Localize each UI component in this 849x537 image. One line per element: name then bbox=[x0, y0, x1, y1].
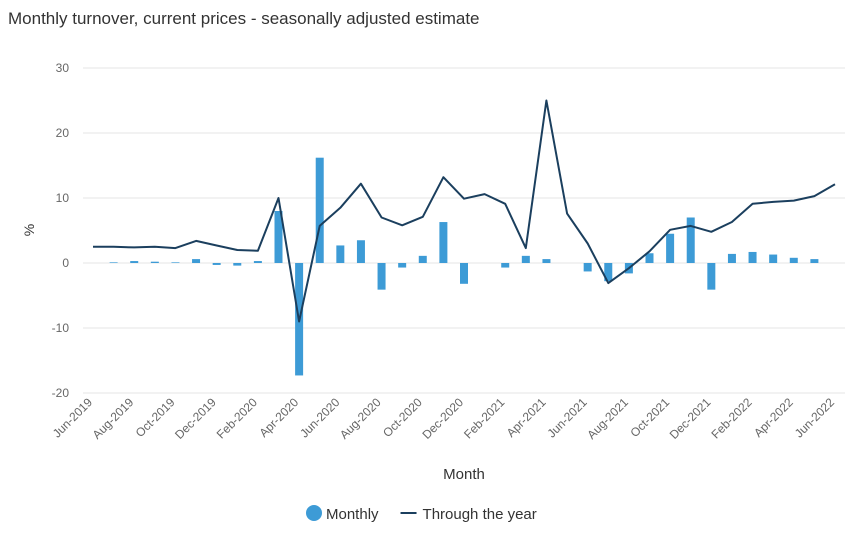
x-tick-label: Oct-2019 bbox=[133, 395, 178, 440]
x-tick-label: Aug-2020 bbox=[337, 395, 384, 442]
y-tick-label: -10 bbox=[52, 321, 70, 335]
y-tick-label: 0 bbox=[62, 256, 69, 270]
y-tick-label: 20 bbox=[56, 126, 70, 140]
bar bbox=[707, 263, 716, 290]
x-tick-label: Jun-2021 bbox=[545, 395, 591, 441]
x-tick-label: Apr-2021 bbox=[504, 395, 549, 440]
x-tick-label: Dec-2019 bbox=[172, 395, 219, 442]
bar bbox=[212, 263, 221, 265]
bar bbox=[109, 262, 118, 263]
x-tick-label: Oct-2020 bbox=[380, 395, 425, 440]
bar bbox=[789, 257, 798, 263]
bar bbox=[418, 255, 427, 263]
x-tick-label: Feb-2020 bbox=[214, 395, 260, 441]
bar bbox=[336, 245, 345, 263]
y-axis-label: % bbox=[21, 224, 37, 236]
x-tick-label: Dec-2021 bbox=[667, 395, 714, 442]
bar bbox=[748, 251, 757, 263]
x-tick-label: Apr-2022 bbox=[751, 395, 796, 440]
y-tick-label: 10 bbox=[56, 191, 70, 205]
bar bbox=[274, 211, 283, 263]
x-tick-label: Aug-2021 bbox=[584, 395, 631, 442]
bar bbox=[521, 255, 530, 263]
x-tick-label: Apr-2020 bbox=[256, 395, 301, 440]
bar bbox=[171, 262, 180, 263]
y-tick-label: 30 bbox=[56, 61, 70, 75]
x-tick-label: Feb-2021 bbox=[461, 395, 507, 441]
bar bbox=[542, 259, 551, 263]
bar bbox=[604, 263, 613, 282]
x-tick-label: Jun-2019 bbox=[50, 395, 96, 441]
bar bbox=[501, 263, 510, 268]
bar bbox=[769, 254, 778, 263]
bar bbox=[686, 217, 695, 263]
x-tick-label: Aug-2019 bbox=[90, 395, 137, 442]
line bbox=[93, 99, 836, 323]
bar bbox=[645, 253, 654, 263]
bar bbox=[810, 259, 819, 263]
bar bbox=[377, 263, 386, 290]
bar bbox=[439, 222, 448, 263]
bar bbox=[315, 157, 324, 263]
bar bbox=[398, 263, 407, 268]
x-tick-label: Feb-2022 bbox=[708, 395, 754, 441]
bar bbox=[253, 261, 262, 263]
x-tick-label: Oct-2021 bbox=[627, 395, 672, 440]
x-tick-label: Dec-2020 bbox=[419, 395, 466, 442]
bar bbox=[583, 263, 592, 272]
x-tick-label: Jun-2022 bbox=[792, 395, 838, 441]
chart-title: Monthly turnover, current prices - seaso… bbox=[8, 9, 480, 28]
legend-marker bbox=[306, 505, 322, 521]
bar bbox=[356, 240, 365, 263]
x-tick-label: Jun-2020 bbox=[297, 395, 343, 441]
x-axis-label: Month bbox=[443, 466, 485, 483]
bar bbox=[192, 259, 201, 263]
bar bbox=[727, 253, 736, 263]
legend-label: Monthly bbox=[326, 506, 379, 523]
bar bbox=[666, 233, 675, 263]
bar bbox=[130, 261, 139, 263]
bar bbox=[150, 261, 159, 263]
y-tick-label: -20 bbox=[52, 386, 70, 400]
legend-label: Through the year bbox=[423, 506, 537, 523]
bar bbox=[233, 263, 242, 266]
bar bbox=[460, 263, 468, 284]
